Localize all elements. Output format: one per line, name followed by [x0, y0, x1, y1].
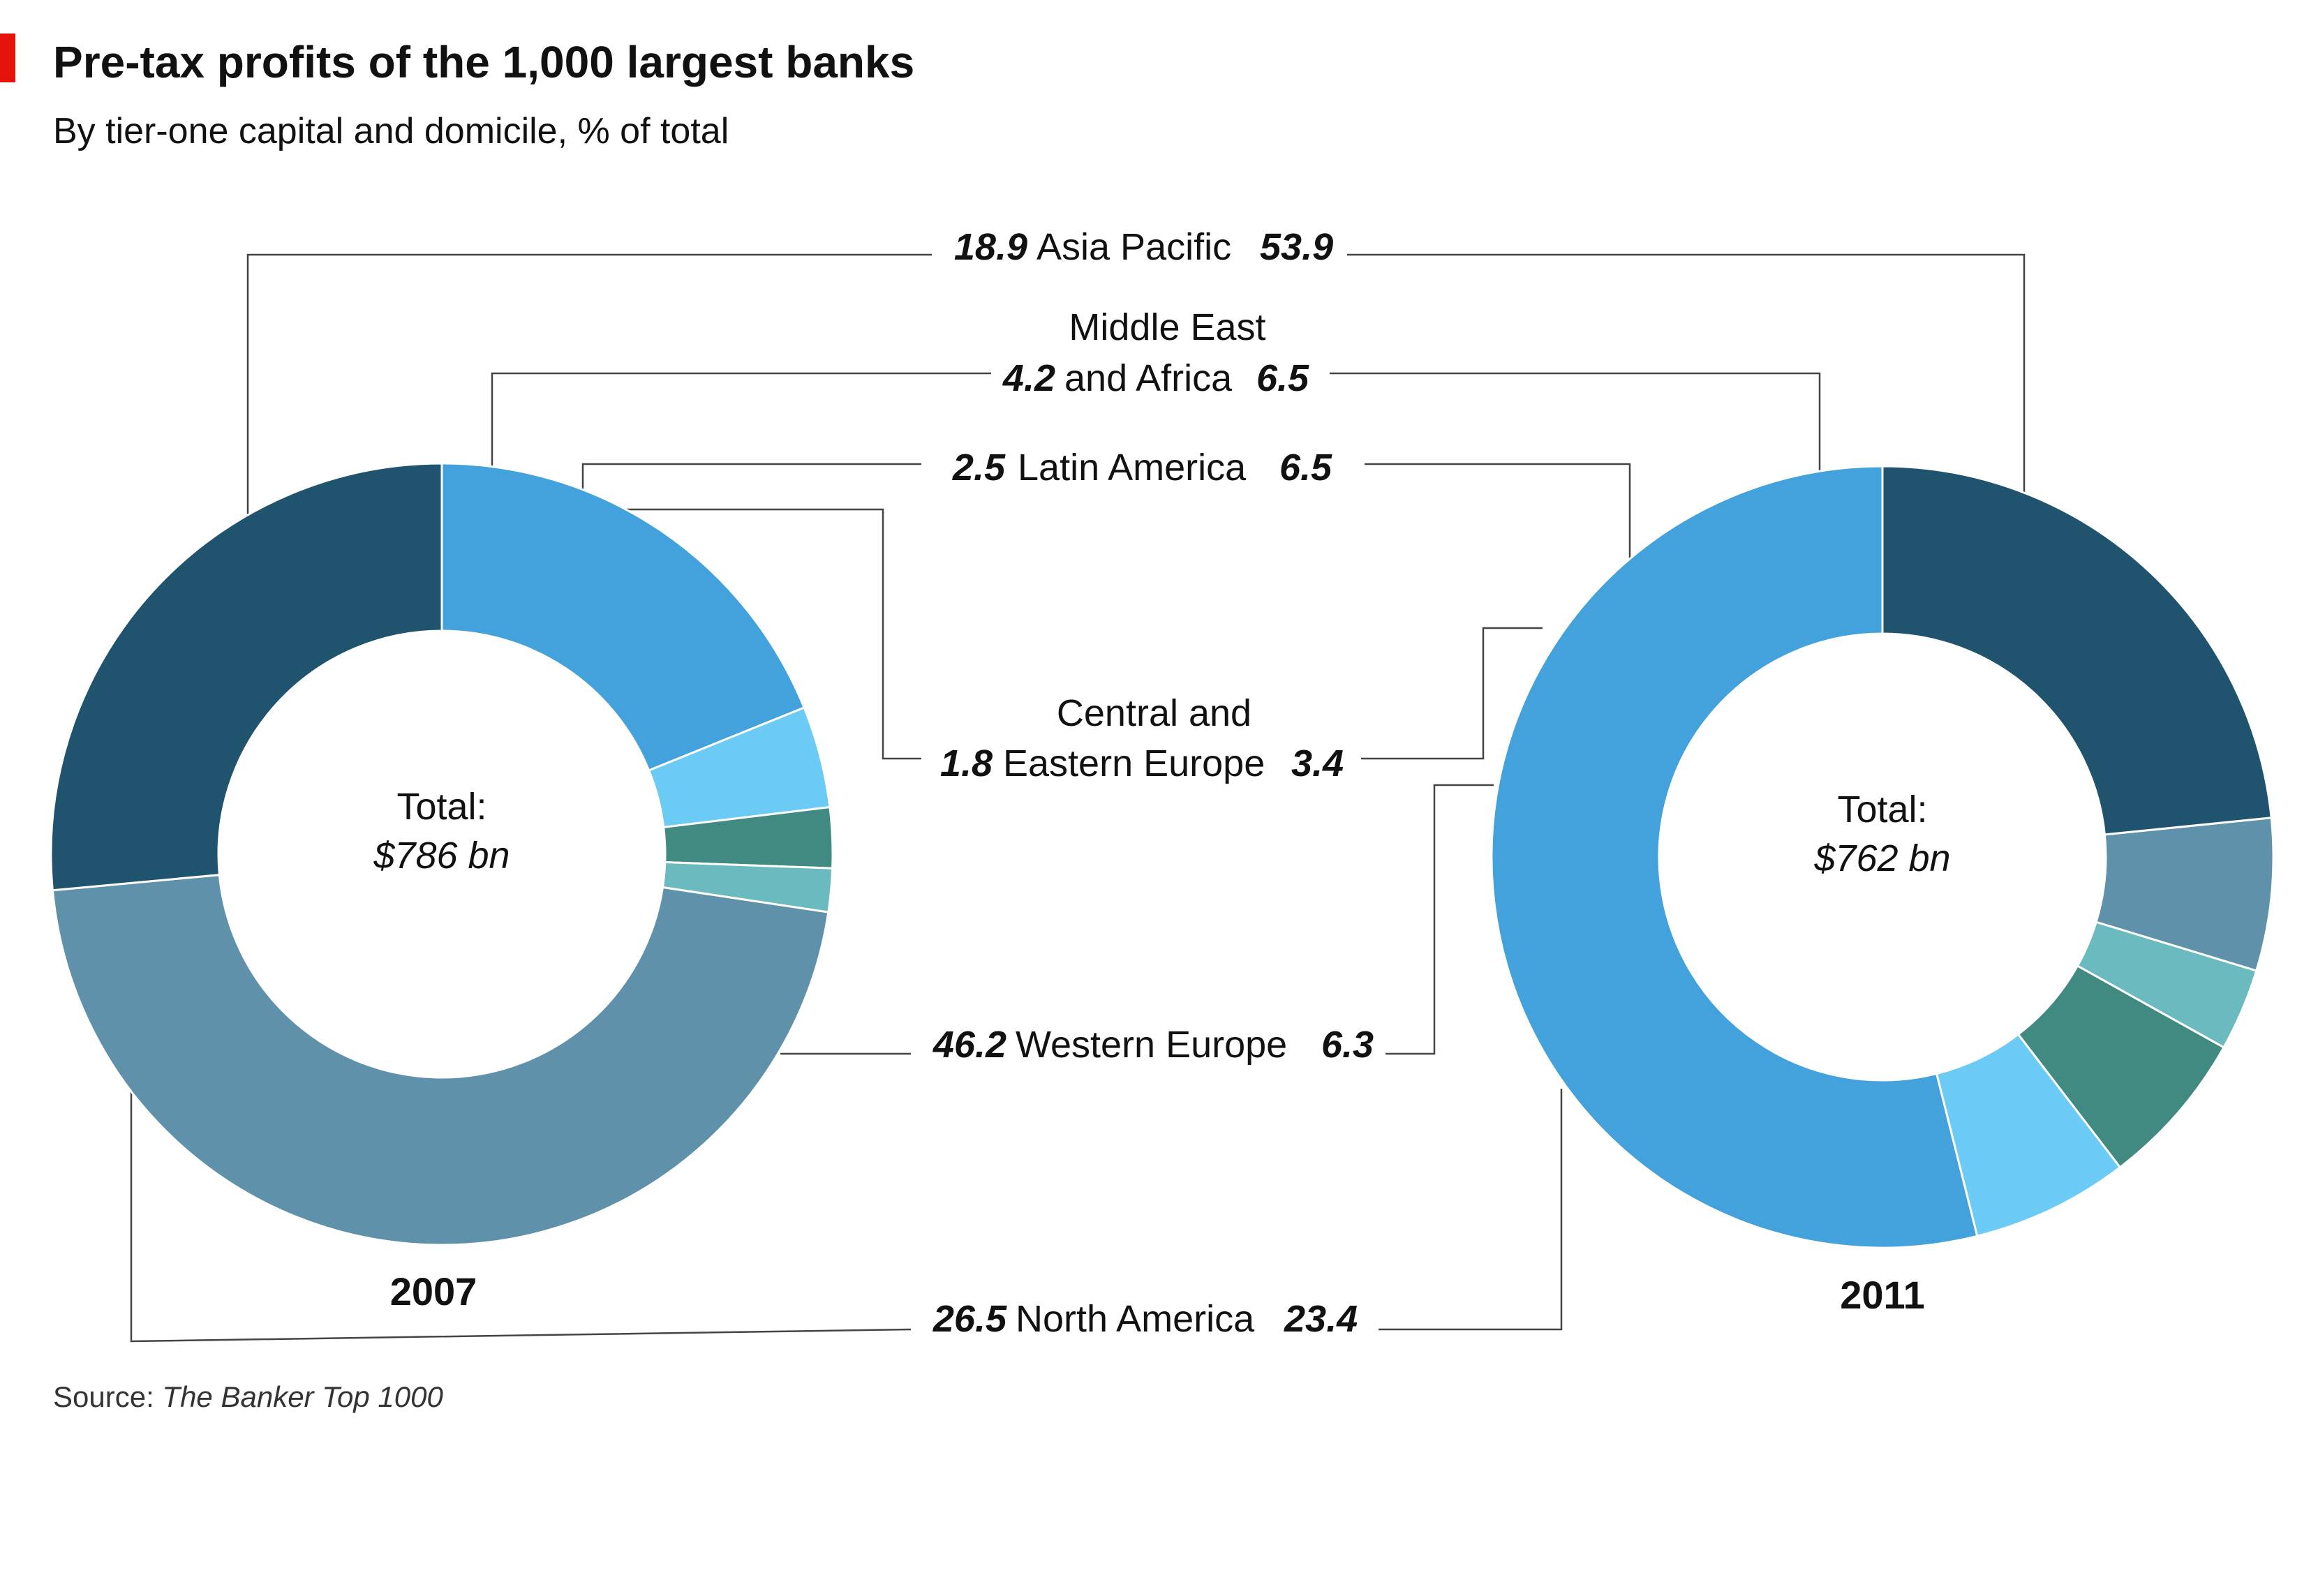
source-name: The Banker Top 1000 — [162, 1380, 443, 1413]
value-2007-asia-pacific: 18.9 — [954, 226, 1027, 268]
leader-line-latin-america-2007 — [581, 463, 921, 492]
slice-2011-latin-america — [2016, 964, 2226, 1169]
category-name-central-and-eastern-europe-line1: Central and — [1057, 692, 1251, 734]
total-label-2011: Total: — [1837, 789, 1927, 830]
slice-2007-asia-pacific — [440, 462, 806, 772]
category-name-middle-east-and-africa-line1: Middle East — [1069, 306, 1265, 348]
slice-2011-western-europe — [2095, 816, 2275, 972]
value-2007-latin-america: 2.5 — [952, 447, 1006, 489]
value-2011-asia-pacific: 53.9 — [1260, 226, 1333, 268]
slice-2011-middle-east-and-africa — [1935, 1032, 2122, 1238]
value-2007-north-america: 26.5 — [933, 1298, 1007, 1340]
value-2007-western-europe: 46.2 — [933, 1024, 1006, 1066]
category-labels: 18.9 Asia Pacific 53.9 4.2 Middle East and Af… — [933, 226, 1374, 1340]
leader-line-central-eastern-europe-2011 — [1361, 627, 1543, 760]
value-2011-middle-east-and-africa: 6.5 — [1256, 357, 1309, 399]
year-label-2011: 2011 — [1840, 1273, 1925, 1317]
leader-line-western-europe-2011 — [1385, 784, 1494, 1055]
category-name-latin-america: Latin America — [1018, 447, 1247, 489]
chart-title: Pre-tax profits of the 1,000 largest ban… — [53, 37, 915, 87]
leader-line-asia-pacific-2007 — [246, 253, 932, 520]
category-name-western-europe: Western Europe — [1016, 1024, 1287, 1066]
source-label: Source: — [53, 1380, 154, 1413]
value-2011-central-and-eastern-europe: 3.4 — [1291, 743, 1344, 784]
category-name-asia-pacific: Asia Pacific — [1037, 226, 1231, 268]
category-name-central-and-eastern-europe-line2: Eastern Europe — [1003, 743, 1265, 784]
chart-subtitle: By tier-one capital and domicile, % of t… — [53, 111, 729, 151]
value-2011-north-america: 23.4 — [1284, 1298, 1358, 1340]
leader-line-middle-east-and-africa-2011 — [1330, 372, 1821, 472]
slice-2007-north-america — [50, 462, 443, 892]
value-2007-central-and-eastern-europe: 1.8 — [940, 743, 993, 784]
leader-line-north-america-2011 — [1379, 1089, 1563, 1331]
category-name-middle-east-and-africa-line2: and Africa — [1064, 357, 1233, 399]
slice-2011-central-and-eastern-europe — [2076, 920, 2258, 1049]
slice-2007-western-europe — [51, 873, 830, 1246]
donut-2011 — [1490, 465, 2275, 1249]
leader-lines — [130, 253, 2026, 1343]
value-2011-western-europe: 6.3 — [1321, 1024, 1374, 1066]
category-name-north-america: North America — [1016, 1298, 1255, 1340]
total-value-2011: $762 bn — [1813, 837, 1950, 879]
source-note: Source: The Banker Top 1000 — [53, 1380, 443, 1414]
total-label-2007: Total: — [396, 786, 486, 828]
slice-2011-asia-pacific — [1490, 465, 1979, 1249]
accent-bar — [0, 33, 15, 82]
center-labels: Total: $786 bn 2007 Total: $762 bn 2011 — [373, 786, 1950, 1317]
leader-line-asia-pacific-2011 — [1347, 253, 2026, 495]
leader-line-north-america-2007 — [130, 1089, 912, 1343]
total-value-2007: $786 bn — [373, 835, 510, 877]
value-2011-latin-america: 6.5 — [1279, 447, 1332, 489]
value-2007-middle-east-and-africa: 4.2 — [1002, 357, 1055, 399]
leader-line-middle-east-and-africa-2007 — [491, 372, 991, 469]
year-label-2007: 2007 — [390, 1269, 477, 1313]
slice-2011-north-america — [1881, 465, 2273, 836]
donut-2007 — [50, 462, 834, 1246]
leader-line-central-eastern-europe-2007 — [620, 508, 921, 760]
leader-line-latin-america-2011 — [1365, 463, 1631, 558]
